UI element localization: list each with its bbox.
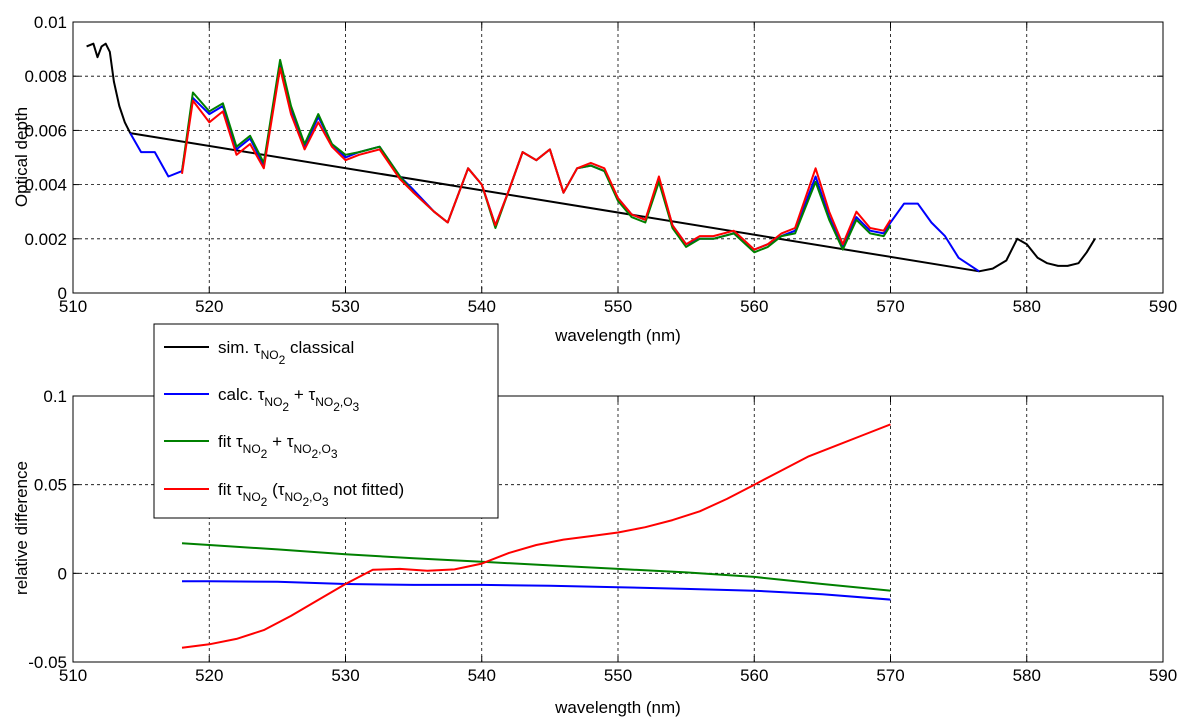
bottom-x-axis-label: wavelength (nm) bbox=[554, 698, 681, 717]
top-series-lines bbox=[86, 42, 1096, 273]
bottom-series-lines bbox=[181, 423, 891, 649]
top-y-tick-label: 0 bbox=[58, 284, 67, 303]
bottom-x-ticks: 510 520 530 540 550 560 570 580 590 bbox=[59, 396, 1177, 685]
top-chart-optical-depth: 510 520 530 540 550 560 570 580 590 00.0020.0040… bbox=[12, 13, 1177, 345]
top-x-tick-label: 580 bbox=[1013, 297, 1041, 316]
top-plot-area bbox=[73, 22, 1163, 293]
legend-box bbox=[153, 323, 499, 519]
bottom-x-tick-label: 570 bbox=[876, 666, 904, 685]
top-x-ticks: 510 520 530 540 550 560 570 580 590 bbox=[59, 22, 1177, 316]
bottom-y-ticks: -0.05 0 0.05 0.1 bbox=[28, 387, 1163, 672]
top-x-tick-label: 560 bbox=[740, 297, 768, 316]
top-x-tick-label: 550 bbox=[604, 297, 632, 316]
top-series-line-fit-no2-no2-o3-not-fitted bbox=[181, 67, 892, 251]
bottom-y-axis-label: relative difference bbox=[12, 461, 31, 595]
top-x-tick-label: 520 bbox=[195, 297, 223, 316]
top-y-tick-label: 0.004 bbox=[24, 176, 67, 195]
top-x-axis-label: wavelength (nm) bbox=[554, 326, 681, 345]
bottom-x-tick-label: 510 bbox=[59, 666, 87, 685]
top-x-tick-label: 570 bbox=[876, 297, 904, 316]
top-x-tick-label: 540 bbox=[468, 297, 496, 316]
top-grid bbox=[73, 22, 1163, 293]
top-y-tick-label: 0.01 bbox=[34, 13, 67, 32]
bottom-x-tick-label: 590 bbox=[1149, 666, 1177, 685]
bottom-x-tick-label: 520 bbox=[195, 666, 223, 685]
legend-entry-label: sim. τNO2 classical bbox=[218, 338, 354, 367]
bottom-y-tick-label: -0.05 bbox=[28, 653, 67, 672]
top-y-tick-label: 0.006 bbox=[24, 121, 67, 140]
bottom-y-tick-label: 0.05 bbox=[34, 476, 67, 495]
legend-entry-label: fit τNO2 + τNO2,O3 bbox=[218, 432, 338, 461]
legend: sim. τNO2 classical calc. τNO2 + τNO2,O3 f… bbox=[153, 323, 499, 519]
legend-entry-label: calc. τNO2 + τNO2,O3 bbox=[218, 385, 360, 414]
top-series-line-sim-no2-classical bbox=[86, 42, 1096, 273]
bottom-series-line-fit-no2-no2-o3-not-fitted bbox=[181, 423, 891, 649]
bottom-x-tick-label: 530 bbox=[331, 666, 359, 685]
bottom-series-line-calc-no2-no2-o3 bbox=[182, 580, 891, 601]
top-y-tick-label: 0.002 bbox=[24, 230, 67, 249]
bottom-y-tick-label: 0 bbox=[58, 564, 67, 583]
top-y-tick-label: 0.008 bbox=[24, 67, 67, 86]
bottom-x-tick-label: 580 bbox=[1013, 666, 1041, 685]
bottom-x-tick-label: 540 bbox=[468, 666, 496, 685]
top-x-tick-label: 530 bbox=[331, 297, 359, 316]
legend-entry-label: fit τNO2 (τNO2,O3 not fitted) bbox=[218, 480, 404, 509]
bottom-x-tick-label: 550 bbox=[604, 666, 632, 685]
bottom-x-tick-label: 560 bbox=[740, 666, 768, 685]
top-x-tick-label: 510 bbox=[59, 297, 87, 316]
top-y-axis-label: Optical depth bbox=[12, 107, 31, 207]
bottom-y-tick-label: 0.1 bbox=[43, 387, 67, 406]
top-x-tick-label: 590 bbox=[1149, 297, 1177, 316]
top-y-ticks: 0 0.002 0.004 0.006 0.008 0.01 bbox=[24, 13, 1163, 303]
bottom-series-line-fit-no2-no2-o3 bbox=[181, 542, 891, 592]
